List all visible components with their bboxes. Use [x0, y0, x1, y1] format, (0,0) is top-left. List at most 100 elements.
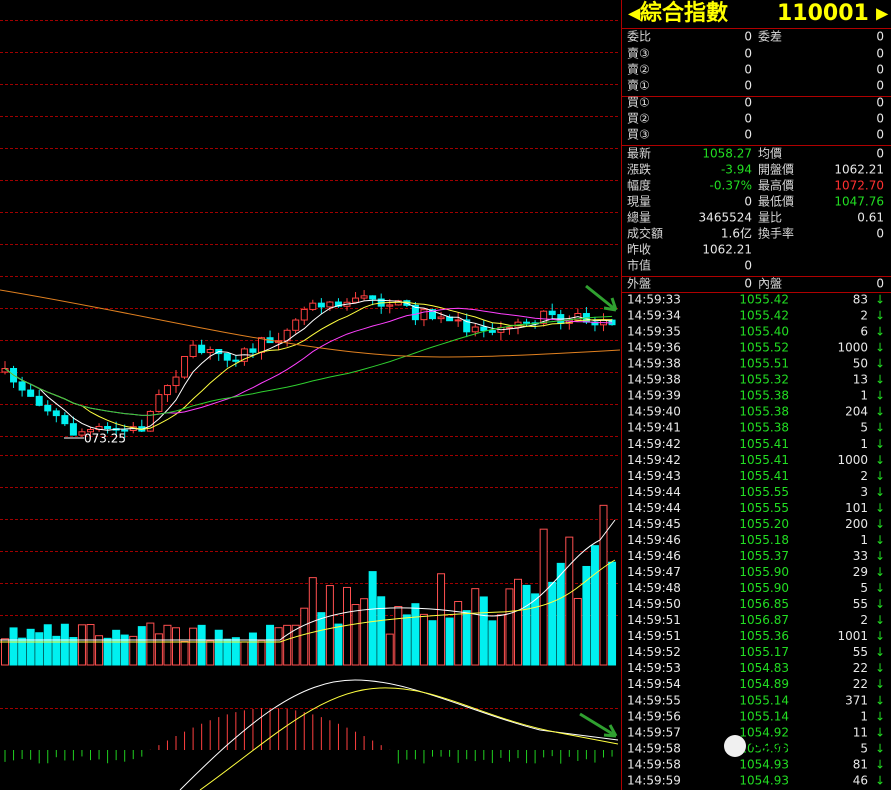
level-volume: 0: [876, 63, 884, 77]
tick-time: 14:59:35: [627, 325, 681, 339]
volume-average: [0, 519, 616, 641]
tick-price: 1055.90: [739, 581, 789, 595]
row-value: 0: [744, 259, 752, 273]
candle-body: [352, 297, 360, 303]
volume-bar: [129, 635, 138, 666]
tick-volume: 55: [853, 645, 868, 659]
tick-time: 14:59:57: [627, 725, 681, 739]
candle-body: [463, 319, 471, 333]
volume-bar: [565, 536, 574, 666]
row-value: 1062.21: [834, 163, 884, 177]
candle-body: [292, 319, 300, 331]
tick-volume: 2: [860, 469, 868, 483]
volume-bar: [351, 604, 360, 666]
level-label: 賣③: [627, 46, 650, 61]
tick-time: 14:59:38: [627, 357, 681, 371]
tick-direction: ↓: [875, 549, 885, 563]
tick-volume: 101: [845, 501, 868, 515]
tick-volume: 1: [860, 437, 868, 451]
moving-average: [4, 301, 613, 430]
tick-direction: ↓: [875, 613, 885, 627]
tick-direction: ↓: [875, 581, 885, 595]
level-price: 0: [744, 47, 752, 61]
candle-body: [488, 330, 496, 333]
volume-bar: [317, 612, 326, 666]
candle-body: [437, 316, 445, 320]
tick-direction: ↓: [875, 309, 885, 323]
candle-body: [87, 429, 94, 433]
tick-direction: ↓: [875, 517, 885, 531]
volume-bar: [248, 632, 257, 666]
tick-volume: 1000: [837, 453, 868, 467]
tick-time: 14:59:33: [627, 293, 681, 307]
volume-bar: [9, 627, 18, 666]
tick-direction: ↓: [875, 453, 885, 467]
tick-direction: ↓: [875, 389, 885, 403]
row-label: 漲跌: [627, 162, 651, 177]
volume-bar: [608, 561, 617, 666]
volume-bar: [69, 637, 78, 666]
tick-volume: 1: [860, 389, 868, 403]
row-value: 1072.70: [834, 179, 884, 193]
tick-direction: ↓: [875, 645, 885, 659]
candle-body: [232, 359, 240, 362]
row-label: 昨收: [627, 243, 651, 257]
tick-volume: 22: [853, 661, 868, 675]
tick-volume: 2: [860, 613, 868, 627]
tick-volume: 1001: [837, 629, 868, 643]
volume-bar: [402, 614, 411, 666]
volume-bar: [274, 627, 283, 666]
volume-bar: [137, 626, 146, 666]
volume-bar: [539, 528, 548, 666]
signal-line: [199, 687, 619, 790]
tick-time: 14:59:50: [627, 597, 681, 611]
tick-time: 14:59:38: [627, 373, 681, 387]
tick-volume: 6: [860, 325, 868, 339]
row-value: 1062.21: [702, 243, 752, 257]
level-price: 0: [744, 79, 752, 93]
volume-bar: [334, 623, 343, 666]
tick-price: 1054.83: [739, 661, 789, 675]
volume-bar: [60, 623, 69, 666]
tick-price: 1055.55: [739, 501, 789, 515]
volume-bar: [43, 624, 52, 666]
tick-price: 1055.40: [739, 325, 789, 339]
tick-direction: ↓: [875, 533, 885, 547]
volume-bar: [377, 596, 386, 666]
level-label: 買②: [627, 112, 650, 126]
volume-bar: [445, 617, 454, 666]
candle-body: [206, 349, 214, 354]
tick-direction: ↓: [875, 373, 885, 387]
annotation-arrow: [579, 712, 618, 738]
volume-bar: [18, 637, 27, 666]
volume-bar: [428, 620, 437, 666]
prev-arrow[interactable]: ◀: [628, 4, 641, 23]
tick-direction: ↓: [875, 357, 885, 371]
next-arrow[interactable]: ▶: [876, 4, 889, 23]
tick-time: 14:59:41: [627, 421, 681, 435]
tick-direction: ↓: [875, 293, 885, 307]
tick-price: 1056.85: [739, 597, 789, 611]
tick-volume: 5: [860, 581, 868, 595]
candle-body: [258, 337, 265, 353]
row-label: 市值: [627, 258, 651, 273]
volume-bar: [514, 578, 522, 666]
candle-body: [172, 376, 180, 387]
moving-average: [0, 289, 621, 358]
row-label: 委比: [627, 30, 651, 44]
candle-body: [523, 321, 531, 324]
tick-direction: ↓: [875, 661, 885, 675]
tick-time: 14:59:46: [627, 549, 681, 563]
tick-direction: ↓: [875, 421, 885, 435]
row-label: 最新: [627, 146, 651, 161]
tick-time: 14:59:59: [627, 773, 681, 787]
tick-price: 1055.55: [739, 485, 789, 499]
volume-bar: [505, 588, 514, 666]
tick-volume: 200: [845, 517, 868, 531]
candle-body: [300, 308, 308, 321]
tick-volume: 5: [860, 741, 868, 755]
tick-time: 14:59:55: [627, 693, 681, 707]
volume-bar: [479, 596, 488, 666]
volume-bar: [385, 633, 394, 666]
